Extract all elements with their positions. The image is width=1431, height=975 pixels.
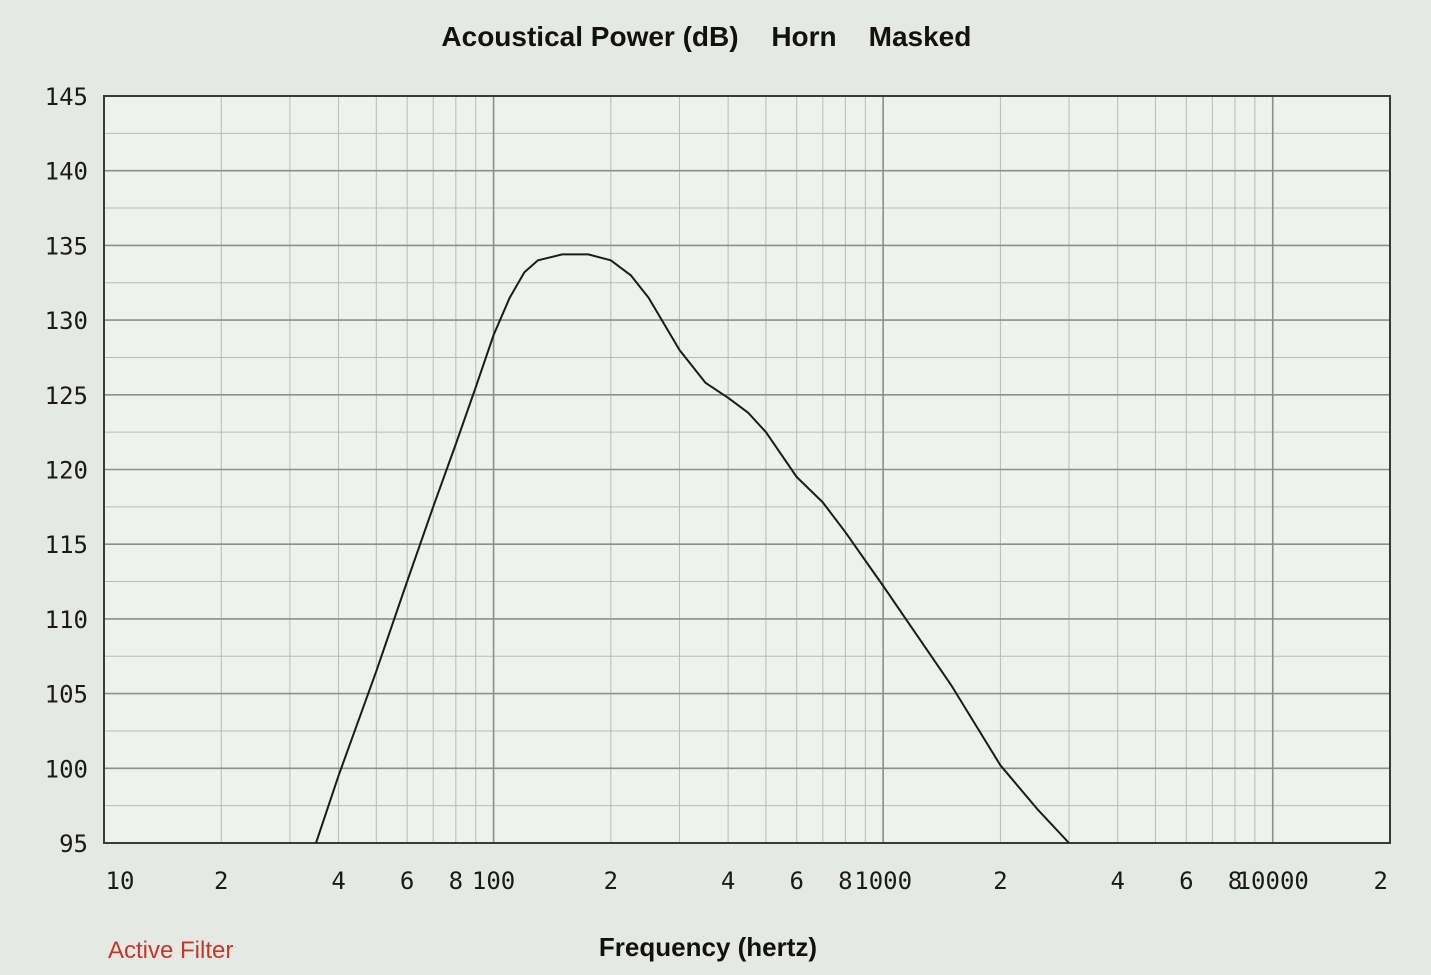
y-tick-label: 135: [45, 232, 88, 260]
x-tick-label: 8: [838, 867, 852, 895]
grid-major: [104, 95, 1390, 844]
x-tick-label: 8: [449, 867, 463, 895]
x-tick-label: 10: [106, 867, 135, 895]
chart-title-main: Acoustical Power (dB): [441, 21, 738, 52]
x-tick-label: 100: [472, 867, 515, 895]
x-tick-label: 1000: [854, 867, 912, 895]
x-tick-label: 6: [400, 867, 414, 895]
chart-title-mode: Horn: [771, 21, 836, 52]
x-tick-label: 6: [789, 867, 803, 895]
y-tick-label: 110: [45, 606, 88, 634]
x-tick-label: 10000: [1237, 867, 1309, 895]
active-filter-status[interactable]: Active Filter: [108, 937, 233, 964]
x-tick-label: 4: [331, 867, 345, 895]
x-tick-label: 2: [604, 867, 618, 895]
y-tick-label: 105: [45, 681, 88, 709]
x-tick-label: 6: [1179, 867, 1193, 895]
y-tick-label: 120: [45, 457, 88, 485]
y-tick-label: 125: [45, 382, 88, 410]
plot-frame: [103, 95, 1391, 844]
x-tick-label: 2: [1374, 867, 1388, 895]
x-tick-label: 2: [214, 867, 228, 895]
y-tick-label: 115: [45, 531, 88, 559]
power-response-curve: [315, 253, 1070, 844]
y-axis-ticks: 145 140 135 130 125 120 115 110 105 100 95: [45, 83, 88, 858]
chart-title-flag: Masked: [869, 21, 972, 52]
y-tick-label: 145: [45, 83, 88, 111]
y-tick-label: 140: [45, 158, 88, 186]
x-axis-label: Frequency (hertz): [599, 932, 817, 962]
y-tick-label: 130: [45, 307, 88, 335]
x-tick-label: 8: [1228, 867, 1242, 895]
x-tick-label: 2: [993, 867, 1007, 895]
y-tick-label: 100: [45, 755, 88, 783]
x-tick-label: 4: [1110, 867, 1124, 895]
y-tick-label: 95: [59, 830, 88, 858]
x-tick-label: 4: [721, 867, 735, 895]
